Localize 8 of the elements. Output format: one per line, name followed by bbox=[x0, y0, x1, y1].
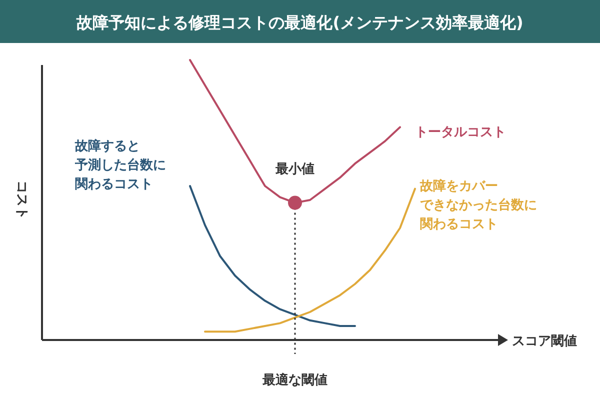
chart-title: 故障予知による修理コストの最適化(メンテナンス効率最適化) bbox=[76, 13, 524, 32]
series-label: 故障をカバーできなかった台数に関わるコスト bbox=[419, 178, 537, 232]
series-label: トータルコスト bbox=[415, 125, 506, 140]
text: 最適な閾値 bbox=[262, 372, 328, 388]
series-label: 故障すると予測した台数に関わるコスト bbox=[74, 138, 166, 192]
text: コスト bbox=[14, 180, 29, 220]
annotation: 最小値 bbox=[274, 162, 314, 177]
text: スコア閾値 bbox=[512, 334, 577, 349]
